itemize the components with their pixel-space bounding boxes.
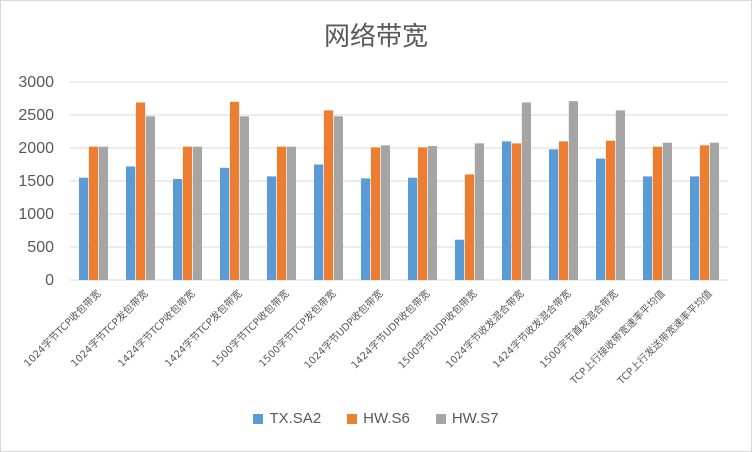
legend-label: HW.S7: [451, 410, 499, 427]
bar-tx-sa2: [408, 177, 418, 280]
bar-hw-s7: [98, 146, 108, 280]
bar-tx-sa2: [220, 167, 230, 280]
bar-hw-s6: [652, 146, 663, 280]
bar-hw-s7: [192, 146, 202, 280]
bar-tx-sa2: [549, 149, 559, 280]
bar-hw-s7: [521, 102, 531, 281]
x-tick-label: 1424字节收发混合带宽: [490, 287, 574, 371]
x-tick-label: TCP上行发送带宽速率平均值: [614, 287, 715, 388]
y-tick-label: 2000: [18, 140, 54, 157]
bar-tx-sa2: [643, 176, 653, 280]
x-tick-label: 1024字节TCP发包带宽: [68, 287, 151, 370]
y-tick-label: 500: [27, 239, 54, 256]
bar-hw-s6: [88, 146, 99, 280]
bar-hw-s6: [464, 174, 475, 280]
bar-hw-s6: [558, 141, 569, 280]
legend-item: TX.SA2: [253, 410, 321, 427]
y-tick-label: 1000: [18, 206, 54, 223]
bar-tx-sa2: [314, 164, 324, 280]
bar-tx-sa2: [596, 158, 606, 280]
bar-hw-s7: [333, 116, 343, 280]
bar-hw-s6: [699, 145, 710, 280]
legend-swatch: [347, 413, 358, 424]
x-tick-label: 1500字节UDP收包带宽: [395, 287, 479, 371]
bar-hw-s7: [474, 143, 484, 280]
bar-hw-s6: [370, 147, 381, 280]
bar-tx-sa2: [173, 179, 183, 280]
bar-hw-s7: [427, 146, 437, 280]
x-tick-label: 1024字节收发混合带宽: [443, 287, 527, 371]
bar-hw-s6: [323, 110, 334, 280]
x-tick-label: 1500字节TCP收包带宽: [209, 287, 292, 370]
bar-hw-s6: [135, 102, 146, 281]
bar-hw-s6: [276, 146, 287, 280]
legend-item: HW.S7: [435, 410, 499, 427]
bar-hw-s6: [511, 143, 522, 280]
bar-hw-s6: [417, 147, 428, 280]
y-tick-label: 3000: [18, 74, 54, 91]
bar-hw-s7: [662, 142, 672, 280]
x-tick-label: 1424字节UDP收包带宽: [348, 287, 432, 371]
x-tick-label: TCP上行接收带宽速率平均值: [567, 287, 668, 388]
bar-tx-sa2: [690, 176, 700, 280]
legend-item: HW.S6: [347, 410, 410, 427]
y-tick-label: 1500: [18, 173, 54, 190]
bar-hw-s6: [182, 146, 193, 280]
bar-tx-sa2: [267, 176, 277, 280]
x-tick-label: 1424字节TCP收包带宽: [115, 287, 198, 370]
bar-hw-s7: [286, 146, 296, 280]
bar-tx-sa2: [361, 178, 371, 280]
bar-tx-sa2: [126, 166, 136, 280]
x-tick-label: 1500字节TCP发包带宽: [256, 287, 339, 370]
bar-hw-s7: [239, 116, 249, 280]
legend-swatch: [253, 413, 264, 424]
bar-tx-sa2: [502, 141, 512, 280]
bar-tx-sa2: [455, 239, 465, 280]
chart-title: 网络带宽: [323, 22, 428, 52]
bar-hw-s6: [605, 140, 616, 280]
legend-label: HW.S6: [363, 410, 410, 427]
legend-label: TX.SA2: [269, 410, 322, 427]
bar-hw-s7: [615, 110, 625, 280]
bar-hw-s7: [709, 142, 719, 280]
bar-hw-s7: [145, 116, 155, 280]
x-tick-label: 1024字节UDP收包带宽: [301, 287, 385, 371]
bar-tx-sa2: [79, 177, 89, 280]
y-tick-label: 0: [45, 272, 54, 289]
bar-hw-s6: [229, 101, 240, 280]
bar-hw-s7: [380, 145, 390, 280]
x-tick-label: 1500字节首发混合带宽: [537, 287, 621, 371]
x-tick-label: 1424字节TCP发包带宽: [162, 287, 245, 370]
x-tick-label: 1024字节TCP收包带宽: [21, 287, 104, 370]
legend-swatch: [435, 413, 446, 424]
bar-hw-s7: [568, 101, 578, 280]
chart-legend: TX.SA2 HW.S6 HW.S7: [0, 410, 752, 427]
y-tick-label: 2500: [18, 107, 54, 124]
